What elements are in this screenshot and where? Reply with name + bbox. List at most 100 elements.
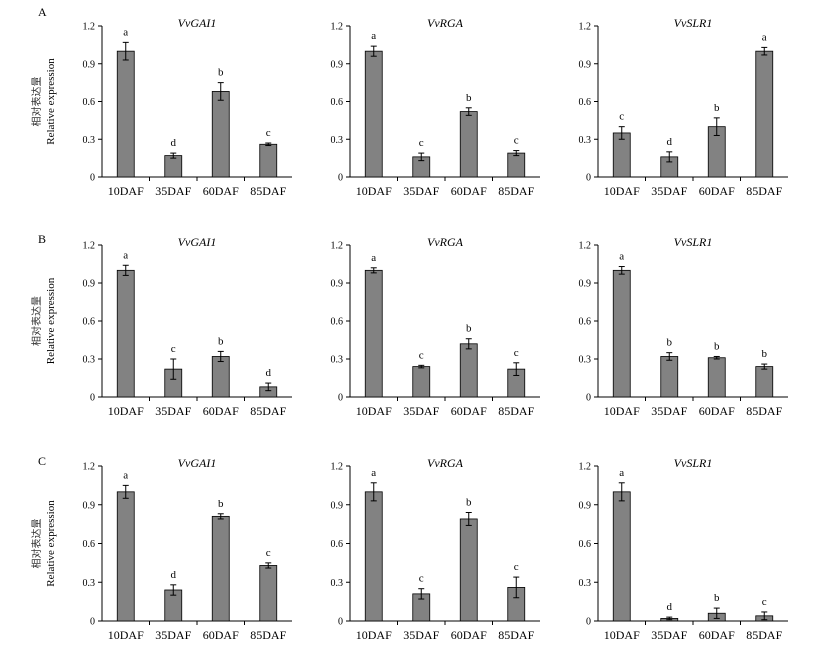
significance-letter: d — [667, 601, 673, 613]
y-tick-label: 0.9 — [579, 500, 592, 511]
y-tick-label: 0.6 — [331, 539, 344, 550]
bar-10DAF — [116, 491, 135, 622]
significance-letter: b — [466, 323, 472, 335]
x-tick-label: 10DAF — [356, 628, 392, 642]
y-tick-label: 1.2 — [83, 462, 96, 473]
y-tick-label: 0 — [90, 393, 95, 404]
y-tick-label: 0.3 — [331, 135, 344, 146]
y-tick-label: 0.3 — [579, 135, 592, 146]
y-tick-label: 0 — [586, 173, 591, 184]
x-tick-label: 60DAF — [451, 184, 487, 198]
significance-letter: c — [619, 111, 624, 123]
significance-letter: c — [266, 127, 271, 139]
x-tick-label: 60DAF — [203, 628, 239, 642]
y-tick-label: 0 — [586, 617, 591, 628]
chart-title: VvGAI1 — [178, 16, 217, 30]
bar-10DAF — [364, 269, 383, 398]
bar-60DAF — [211, 91, 230, 178]
x-tick-label: 35DAF — [403, 404, 439, 418]
bar-85DAF — [259, 565, 278, 622]
y-tick-label: 0.6 — [83, 317, 96, 328]
x-tick-label: 85DAF — [746, 184, 782, 198]
bar-35DAF — [412, 366, 431, 398]
x-tick-label: 85DAF — [250, 404, 286, 418]
y-axis-label-en: Relative expression — [45, 277, 57, 364]
chart-title: VvSLR1 — [674, 16, 713, 30]
y-tick-label: 0 — [338, 617, 343, 628]
x-tick-label: 85DAF — [746, 404, 782, 418]
significance-letter: b — [218, 67, 224, 79]
y-tick-label: 0.9 — [579, 279, 592, 290]
x-tick-label: 60DAF — [203, 184, 239, 198]
significance-letter: c — [419, 349, 424, 361]
bar-10DAF — [116, 269, 135, 398]
significance-letter: a — [619, 251, 624, 263]
y-tick-label: 1.2 — [83, 241, 96, 252]
x-tick-label: 10DAF — [604, 628, 640, 642]
y-tick-label: 1.2 — [579, 241, 592, 252]
y-tick-label: 0.9 — [331, 500, 344, 511]
significance-letter: b — [762, 348, 768, 360]
y-tick-label: 0.6 — [83, 97, 96, 108]
significance-letter: a — [123, 26, 128, 38]
y-tick-label: 1.2 — [331, 22, 344, 33]
significance-letter: b — [714, 592, 720, 604]
y-tick-label: 0.3 — [83, 355, 96, 366]
significance-letter: a — [619, 467, 624, 479]
x-tick-label: 35DAF — [651, 404, 687, 418]
panel-label-B: B — [38, 232, 46, 246]
significance-letter: d — [667, 136, 673, 148]
y-tick-label: 1.2 — [331, 462, 344, 473]
significance-letter: c — [514, 347, 519, 359]
significance-letter: c — [419, 573, 424, 585]
x-tick-label: 10DAF — [108, 404, 144, 418]
x-tick-label: 35DAF — [651, 628, 687, 642]
bar-10DAF — [364, 491, 383, 622]
x-tick-label: 35DAF — [651, 184, 687, 198]
y-tick-label: 0.3 — [83, 135, 96, 146]
significance-letter: b — [714, 102, 720, 114]
y-tick-label: 0 — [586, 393, 591, 404]
y-tick-label: 0.9 — [579, 59, 592, 70]
significance-letter: a — [123, 249, 128, 261]
bar-60DAF — [459, 111, 478, 178]
y-tick-label: 0.3 — [83, 578, 96, 589]
x-tick-label: 60DAF — [699, 628, 735, 642]
y-tick-label: 0.3 — [579, 578, 592, 589]
y-axis-label-en: Relative expression — [45, 500, 57, 587]
x-tick-label: 85DAF — [498, 628, 534, 642]
chart-title: VvRGA — [427, 16, 464, 30]
y-tick-label: 0 — [338, 393, 343, 404]
x-tick-label: 85DAF — [498, 404, 534, 418]
significance-letter: b — [218, 498, 224, 510]
significance-letter: b — [667, 337, 673, 349]
x-tick-label: 60DAF — [203, 404, 239, 418]
y-axis-label-zh: 相对表达量 — [30, 296, 43, 346]
y-tick-label: 0.6 — [331, 97, 344, 108]
chart-title: VvSLR1 — [674, 456, 713, 470]
significance-letter: d — [171, 137, 177, 149]
x-tick-label: 10DAF — [356, 184, 392, 198]
x-tick-label: 60DAF — [451, 628, 487, 642]
bar-10DAF — [364, 50, 383, 178]
bar-85DAF — [755, 366, 774, 398]
x-tick-label: 10DAF — [356, 404, 392, 418]
x-tick-label: 35DAF — [155, 404, 191, 418]
x-tick-label: 35DAF — [403, 628, 439, 642]
bar-60DAF — [459, 518, 478, 622]
significance-letter: c — [514, 135, 519, 147]
chart-title: VvGAI1 — [178, 235, 217, 249]
bar-60DAF — [459, 343, 478, 398]
bar-10DAF — [116, 50, 135, 178]
significance-letter: b — [714, 340, 720, 352]
panel-label-A: A — [38, 5, 47, 19]
y-tick-label: 0.6 — [579, 317, 592, 328]
bar-10DAF — [612, 269, 631, 398]
significance-letter: c — [171, 343, 176, 355]
y-tick-label: 0.6 — [83, 539, 96, 550]
x-tick-label: 85DAF — [250, 184, 286, 198]
x-tick-label: 35DAF — [155, 628, 191, 642]
significance-letter: d — [171, 569, 177, 581]
x-tick-label: 60DAF — [699, 404, 735, 418]
